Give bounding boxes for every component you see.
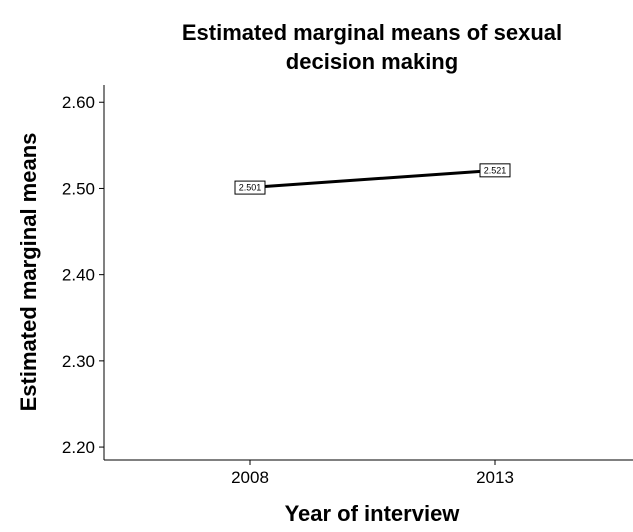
data-label: 2.521 — [484, 165, 507, 175]
data-point-marker — [479, 163, 511, 178]
y-tick-label: 2.20 — [62, 438, 95, 457]
series-line — [249, 168, 496, 190]
data-label: 2.501 — [239, 183, 262, 193]
y-tick-label: 2.30 — [62, 352, 95, 371]
x-axis-ticks: 2008 2013 — [231, 460, 514, 487]
x-axis-title: Year of interview — [285, 501, 461, 526]
chart-title-line-1: Estimated marginal means of sexual — [182, 20, 562, 45]
series-layer: 2.501 2.521 — [234, 163, 511, 195]
y-tick-label: 2.60 — [62, 93, 95, 112]
x-tick-label: 2008 — [231, 468, 269, 487]
y-tick-label: 2.40 — [62, 266, 95, 285]
y-axis-title: Estimated marginal means — [16, 133, 41, 412]
x-tick-label: 2013 — [476, 468, 514, 487]
y-tick-label: 2.50 — [62, 179, 95, 198]
chart-title-line-2: decision making — [286, 49, 458, 74]
data-point-marker — [234, 180, 266, 195]
y-axis-ticks: 2.20 2.30 2.40 2.50 2.60 — [62, 93, 104, 457]
